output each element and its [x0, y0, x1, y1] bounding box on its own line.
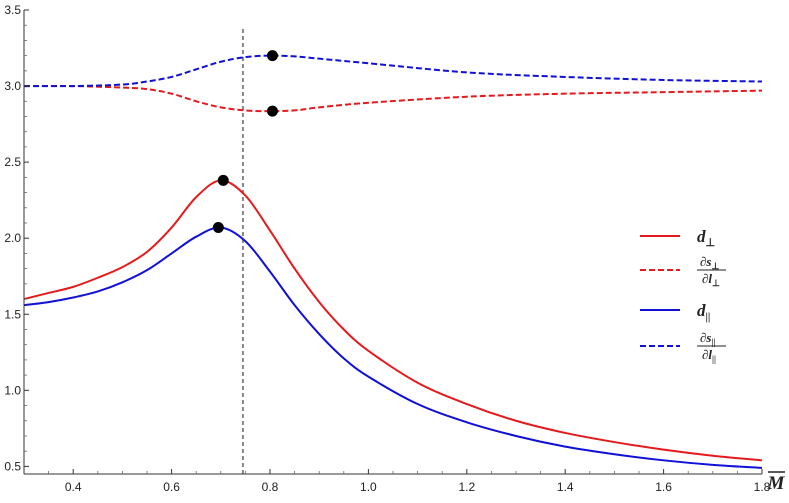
legend-label-d_par: d||: [697, 301, 710, 323]
legend-numerator-ds_perp_dl_perp: ∂s⊥: [700, 254, 719, 271]
x-tick-label-1: 0.6: [163, 480, 180, 494]
x-tick-label-0: 0.4: [65, 480, 82, 494]
y-tick-label-5: 3.0: [4, 79, 21, 93]
series-line-ds_perp_dl_perp: [23, 84, 763, 113]
axes-layer: 0.4 0.6 0.8 1.0 1.2 1.4 1.6 1.8 0.5 1.0 1.5 2.0 2.5 3…: [4, 3, 785, 494]
y-tick-label-1: 1.0: [4, 383, 21, 397]
x-tick-label-7: 1.8: [754, 480, 771, 494]
y-tick-label-4: 2.5: [4, 155, 21, 169]
series-layer: [23, 54, 763, 469]
y-tick-label-3: 2.0: [4, 231, 21, 245]
legend-numerator-ds_par_dl_par: ∂s||: [700, 330, 715, 347]
legend-label-sub: ||: [706, 311, 711, 323]
peak-marker-d_perp: [217, 174, 229, 186]
legend-numerator-sub: ||: [711, 337, 715, 347]
legend-denominator-sub: ||: [712, 354, 716, 364]
peak-marker-ds_perp_dl_perp: [266, 105, 278, 117]
x-tick-label-2: 0.8: [262, 480, 279, 494]
peak-marker-ds_par_dl_par: [266, 50, 278, 62]
x-tick-label-4: 1.2: [458, 480, 475, 494]
series-line-d_perp: [23, 179, 763, 462]
legend-label-d_perp: d⊥: [697, 227, 715, 249]
series-line-d_par: [23, 226, 763, 469]
x-tick-label-5: 1.4: [557, 480, 574, 494]
legend-denominator-sub: ⊥: [712, 278, 720, 288]
peak-marker-d_par: [212, 222, 224, 234]
legend-denominator-ds_perp_dl_perp: ∂l⊥: [702, 271, 720, 288]
y-tick-label-6: 3.5: [4, 3, 21, 17]
y-tick-label-2: 1.5: [4, 307, 21, 321]
x-axis-title: M: [767, 473, 786, 494]
legend-denominator-ds_par_dl_par: ∂l||: [702, 347, 716, 364]
series-line-ds_par_dl_par: [23, 54, 763, 88]
legend-numerator-sub: ⊥: [711, 261, 719, 271]
legend-label-sub: ⊥: [706, 237, 716, 249]
x-tick-label-6: 1.6: [655, 480, 672, 494]
y-tick-label-0: 0.5: [4, 459, 21, 473]
peak-marker-layer: [212, 50, 278, 234]
legend: d⊥ ∂s⊥∂l⊥ d|| ∂s||∂l||: [640, 227, 726, 364]
x-tick-label-3: 1.0: [360, 480, 377, 494]
